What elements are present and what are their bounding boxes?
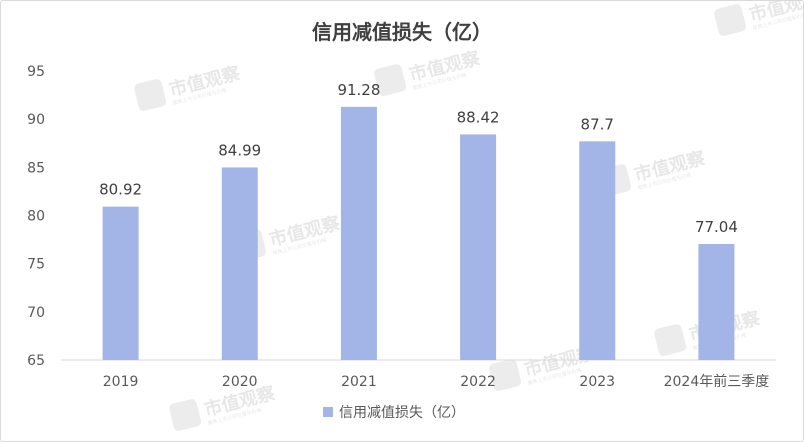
- watermark-logo-icon: [654, 324, 687, 356]
- bar: [460, 134, 497, 360]
- y-tick-label: 90: [27, 112, 45, 128]
- watermark-logo-icon: [489, 359, 522, 391]
- legend-swatch: [323, 407, 333, 417]
- data-label: 87.7: [581, 115, 614, 133]
- y-axis: 65 70 75 80 85 90 95: [27, 64, 45, 369]
- legend-label: 信用减值损失（亿）: [339, 405, 465, 421]
- y-tick-label: 95: [27, 64, 45, 80]
- y-tick-label: 70: [27, 305, 45, 321]
- legend: 信用减值损失（亿）: [323, 405, 465, 421]
- bar: [579, 141, 616, 360]
- x-tick-label: 2022: [460, 374, 496, 390]
- x-tick-label: 2019: [103, 374, 139, 390]
- chart-title: 信用减值损失（亿）: [312, 20, 492, 44]
- x-tick-label: 2021: [341, 374, 377, 390]
- watermark-logo-icon: [169, 399, 202, 431]
- data-label: 84.99: [218, 141, 261, 159]
- watermark-logo-icon: [374, 64, 407, 96]
- x-axis: 2019 2020 2021 2022 2023 2024年前三季度: [103, 373, 769, 390]
- data-label: 80.92: [99, 181, 142, 199]
- y-tick-label: 80: [27, 209, 45, 225]
- watermark-logo-icon: [134, 79, 167, 111]
- x-tick-label: 2023: [579, 374, 615, 390]
- y-tick-label: 75: [27, 257, 45, 273]
- data-label: 91.28: [337, 81, 380, 99]
- bar: [340, 106, 377, 360]
- data-label: 77.04: [695, 218, 738, 236]
- bar: [698, 244, 735, 360]
- y-tick-label: 65: [27, 353, 45, 369]
- y-tick-label: 85: [27, 160, 45, 176]
- data-label: 88.42: [457, 108, 500, 126]
- x-tick-label: 2024年前三季度: [664, 373, 770, 390]
- bar: [102, 206, 139, 360]
- bar-series: 80.92 84.99 91.28 88.42 87.7 77.04: [99, 81, 738, 360]
- x-tick-label: 2020: [222, 374, 258, 390]
- watermark-logo-icon: [714, 4, 747, 36]
- bar: [221, 167, 258, 360]
